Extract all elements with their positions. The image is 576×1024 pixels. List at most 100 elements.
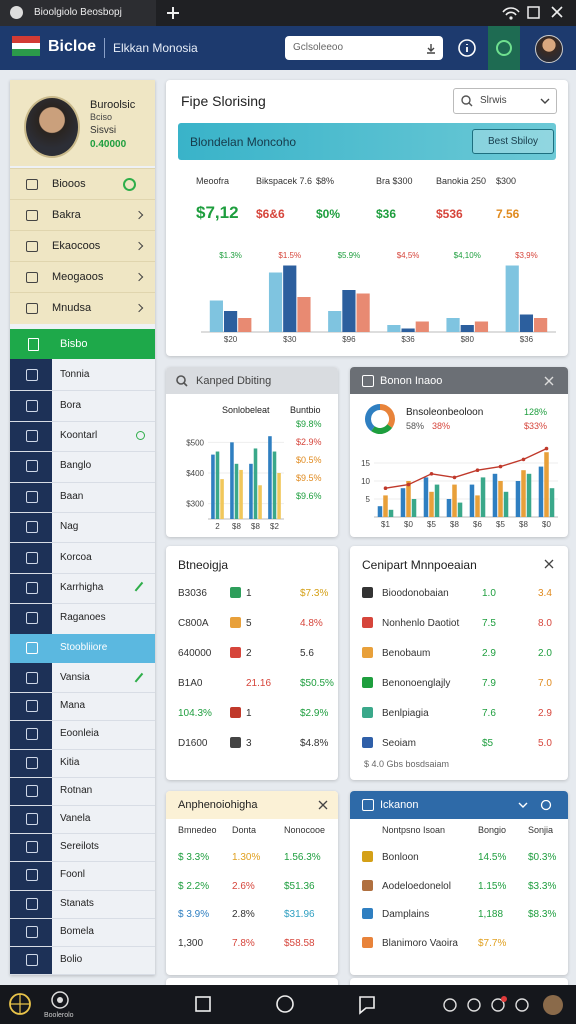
row-icon [230,617,241,628]
targets-card: Btneoigja B3036 1 $7.3% C800A 5 4.8% 640000 2 5.… [166,546,338,780]
info-button[interactable] [456,37,478,59]
column-header: Nonocooe [284,825,326,835]
nav-icon [26,700,38,713]
nav-item[interactable]: Banglo [10,451,155,483]
status-button[interactable] [488,26,520,70]
table-cell: Bonloon [382,852,419,863]
table-cell: $2.9% [300,708,329,719]
bar [434,484,440,517]
nav-buttons[interactable] [194,995,394,1015]
menu-item[interactable]: Ekaocoos [10,230,155,262]
nav-item[interactable]: Bolio [10,946,155,975]
nav-item[interactable]: Koontarl [10,421,155,453]
menu-item-active[interactable]: Bisbo [10,329,155,359]
nav-item[interactable]: Sereilots [10,833,155,863]
search-placeholder: Gclsoleeoo [293,42,344,53]
nav-icon [26,728,38,741]
card-title: Ickanon [380,799,419,811]
divider [104,38,105,58]
period-select[interactable]: Slrwis [453,88,557,114]
table-cell: Seoiam [382,738,416,749]
nav-item[interactable]: Bora [10,390,155,422]
start-button[interactable] [8,992,32,1016]
nav-item[interactable]: Baan [10,482,155,513]
header-actions[interactable] [518,800,558,812]
nav-icon [26,551,38,564]
nav-item[interactable]: Raganoes [10,603,155,635]
card-header: Bonon Inaoo [350,367,568,394]
nav-label: Korcoa [60,551,92,563]
nav-item[interactable]: Rotnan [10,777,155,806]
menu-item[interactable]: Meogaoos [10,261,155,293]
nav-item[interactable]: Karrhigha [10,573,155,605]
donut-slice [365,404,380,432]
nav-icon [26,784,38,797]
status-icon [496,40,512,56]
nav-item[interactable]: Foonl [10,861,155,891]
budget-chart: $300 $400 $500 2 $8 $8 $2 [186,436,284,531]
nav-item[interactable]: Stanats [10,890,155,919]
nav-item[interactable]: Kitia [10,749,155,778]
table-cell: $50.5% [300,678,334,689]
nav-icon [26,954,38,967]
nav-label: Raganoes [60,612,106,624]
table-cell: 104.3% [178,708,212,719]
table-cell: $5 [482,738,494,749]
close-button[interactable] [318,800,328,810]
bar [498,481,503,517]
annotation: $4,10% [454,251,481,260]
nav-item[interactable]: Korcoa [10,542,155,574]
user-avatar[interactable] [535,35,563,63]
nav-item[interactable]: Eoonleia [10,720,155,750]
nav-item[interactable]: Bomela [10,918,155,947]
bar [283,265,297,332]
bar [411,499,417,517]
table-cell: 14.5% [478,852,507,863]
profile: Buroolsic Bciso Sisvsi 0.40000 [10,80,155,166]
chevron [134,303,144,313]
nav-label: Nag [60,521,79,533]
menu-label: Bisbo [60,338,88,350]
nav-item[interactable]: Nag [10,512,155,544]
status-dot [136,430,145,440]
nav-item[interactable]: Vanela [10,805,155,835]
new-tab[interactable] [165,5,181,21]
nav-item[interactable]: Mana [10,692,155,722]
bar [534,318,548,332]
nav-icon [26,841,38,854]
bar [268,436,272,519]
x-tick-label: $5 [496,520,505,529]
nav-item-selected[interactable]: Stoobliiore [10,634,155,663]
close-button[interactable] [544,376,554,386]
y-tick-label: 5 [366,495,371,504]
close-button[interactable] [544,559,554,569]
tab[interactable]: Bioolgiolo Beosbopj [0,0,156,26]
table-cell: 5.6 [300,648,314,659]
menu-icon [28,338,39,351]
table-cell: 1 [246,588,252,599]
search-box[interactable]: Gclsoleeoo [285,36,443,60]
menu-icon [26,210,38,221]
menu-item[interactable]: Bakra [10,199,155,231]
app-icon[interactable] [50,990,70,1010]
x-tick-label: $1 [381,520,390,529]
nav-item[interactable]: Tonnia [10,360,155,392]
table-cell: Benonoenglajly [382,678,451,689]
income-chart: 5 10 15 $1 $0 $5 $8 $6 $5 $8 $0 [361,446,558,529]
menu-item[interactable]: Biooos [10,168,155,200]
banner-button[interactable]: Best Sbiloy [472,129,554,154]
kpi-value: 7.56 [496,207,520,221]
trend-point [544,446,549,451]
bar [383,495,388,517]
bar [209,300,223,332]
table-cell: 1,188 [478,909,504,920]
bar [211,454,215,519]
menu-item[interactable]: Mnudsa [10,292,155,324]
window-controls [502,6,563,20]
card-header: Kanped Dbiting [166,367,338,394]
bar [406,481,411,517]
nav-item[interactable]: Vansia [10,664,155,694]
bar [457,502,463,517]
